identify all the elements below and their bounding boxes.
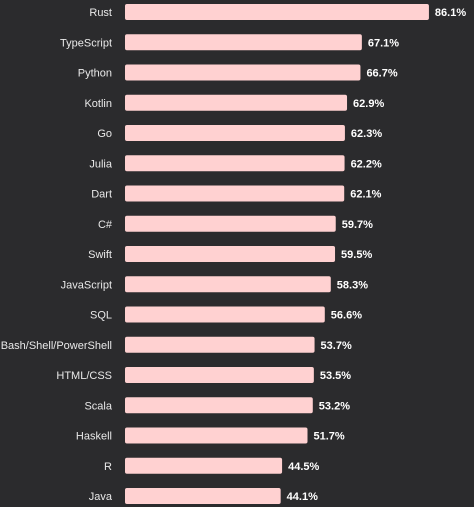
bar — [125, 125, 345, 141]
bar — [125, 64, 361, 81]
category-label: Rust — [89, 7, 112, 19]
value-label: 56.6% — [331, 310, 362, 322]
category-label: C# — [98, 219, 113, 231]
value-label: 53.7% — [321, 340, 352, 352]
value-label: 44.1% — [287, 491, 318, 503]
bar — [125, 155, 345, 172]
value-label: 62.1% — [350, 189, 381, 201]
category-label: Julia — [89, 158, 113, 170]
value-label: 62.9% — [353, 98, 384, 110]
value-label: 53.5% — [320, 370, 351, 382]
category-label: Java — [89, 491, 113, 503]
bar — [125, 185, 345, 202]
value-label: 86.1% — [435, 7, 466, 19]
bar — [125, 367, 314, 383]
category-label: Kotlin — [84, 98, 112, 110]
value-label: 44.5% — [288, 461, 319, 473]
category-label: HTML/CSS — [56, 370, 112, 382]
bar — [125, 246, 336, 262]
bar — [125, 94, 348, 111]
value-label: 59.7% — [342, 219, 373, 231]
bar — [125, 34, 362, 51]
bar — [125, 4, 429, 20]
value-label: 66.7% — [366, 68, 397, 80]
value-label: 62.2% — [351, 158, 382, 170]
bar — [125, 306, 325, 323]
bar — [125, 336, 315, 353]
category-label: Go — [97, 128, 112, 140]
bar — [125, 457, 283, 474]
category-label: Bash/Shell/PowerShell — [1, 340, 112, 352]
bar — [125, 488, 281, 504]
bar — [125, 397, 313, 414]
value-label: 53.2% — [319, 400, 350, 412]
category-label: Swift — [88, 249, 112, 261]
value-label: 58.3% — [337, 279, 368, 291]
value-label: 59.5% — [341, 249, 372, 261]
category-label: R — [104, 461, 112, 473]
category-label: Dart — [91, 189, 112, 201]
value-label: 62.3% — [351, 128, 382, 140]
category-label: Scala — [84, 400, 112, 412]
category-label: Haskell — [76, 431, 112, 443]
value-label: 67.1% — [368, 37, 399, 49]
bar — [125, 276, 331, 293]
category-label: Python — [78, 68, 112, 80]
value-label: 51.7% — [314, 431, 345, 443]
category-label: TypeScript — [60, 37, 112, 49]
category-label: JavaScript — [61, 279, 112, 291]
bar — [125, 215, 336, 232]
bar — [125, 427, 308, 444]
category-label: SQL — [90, 310, 112, 322]
